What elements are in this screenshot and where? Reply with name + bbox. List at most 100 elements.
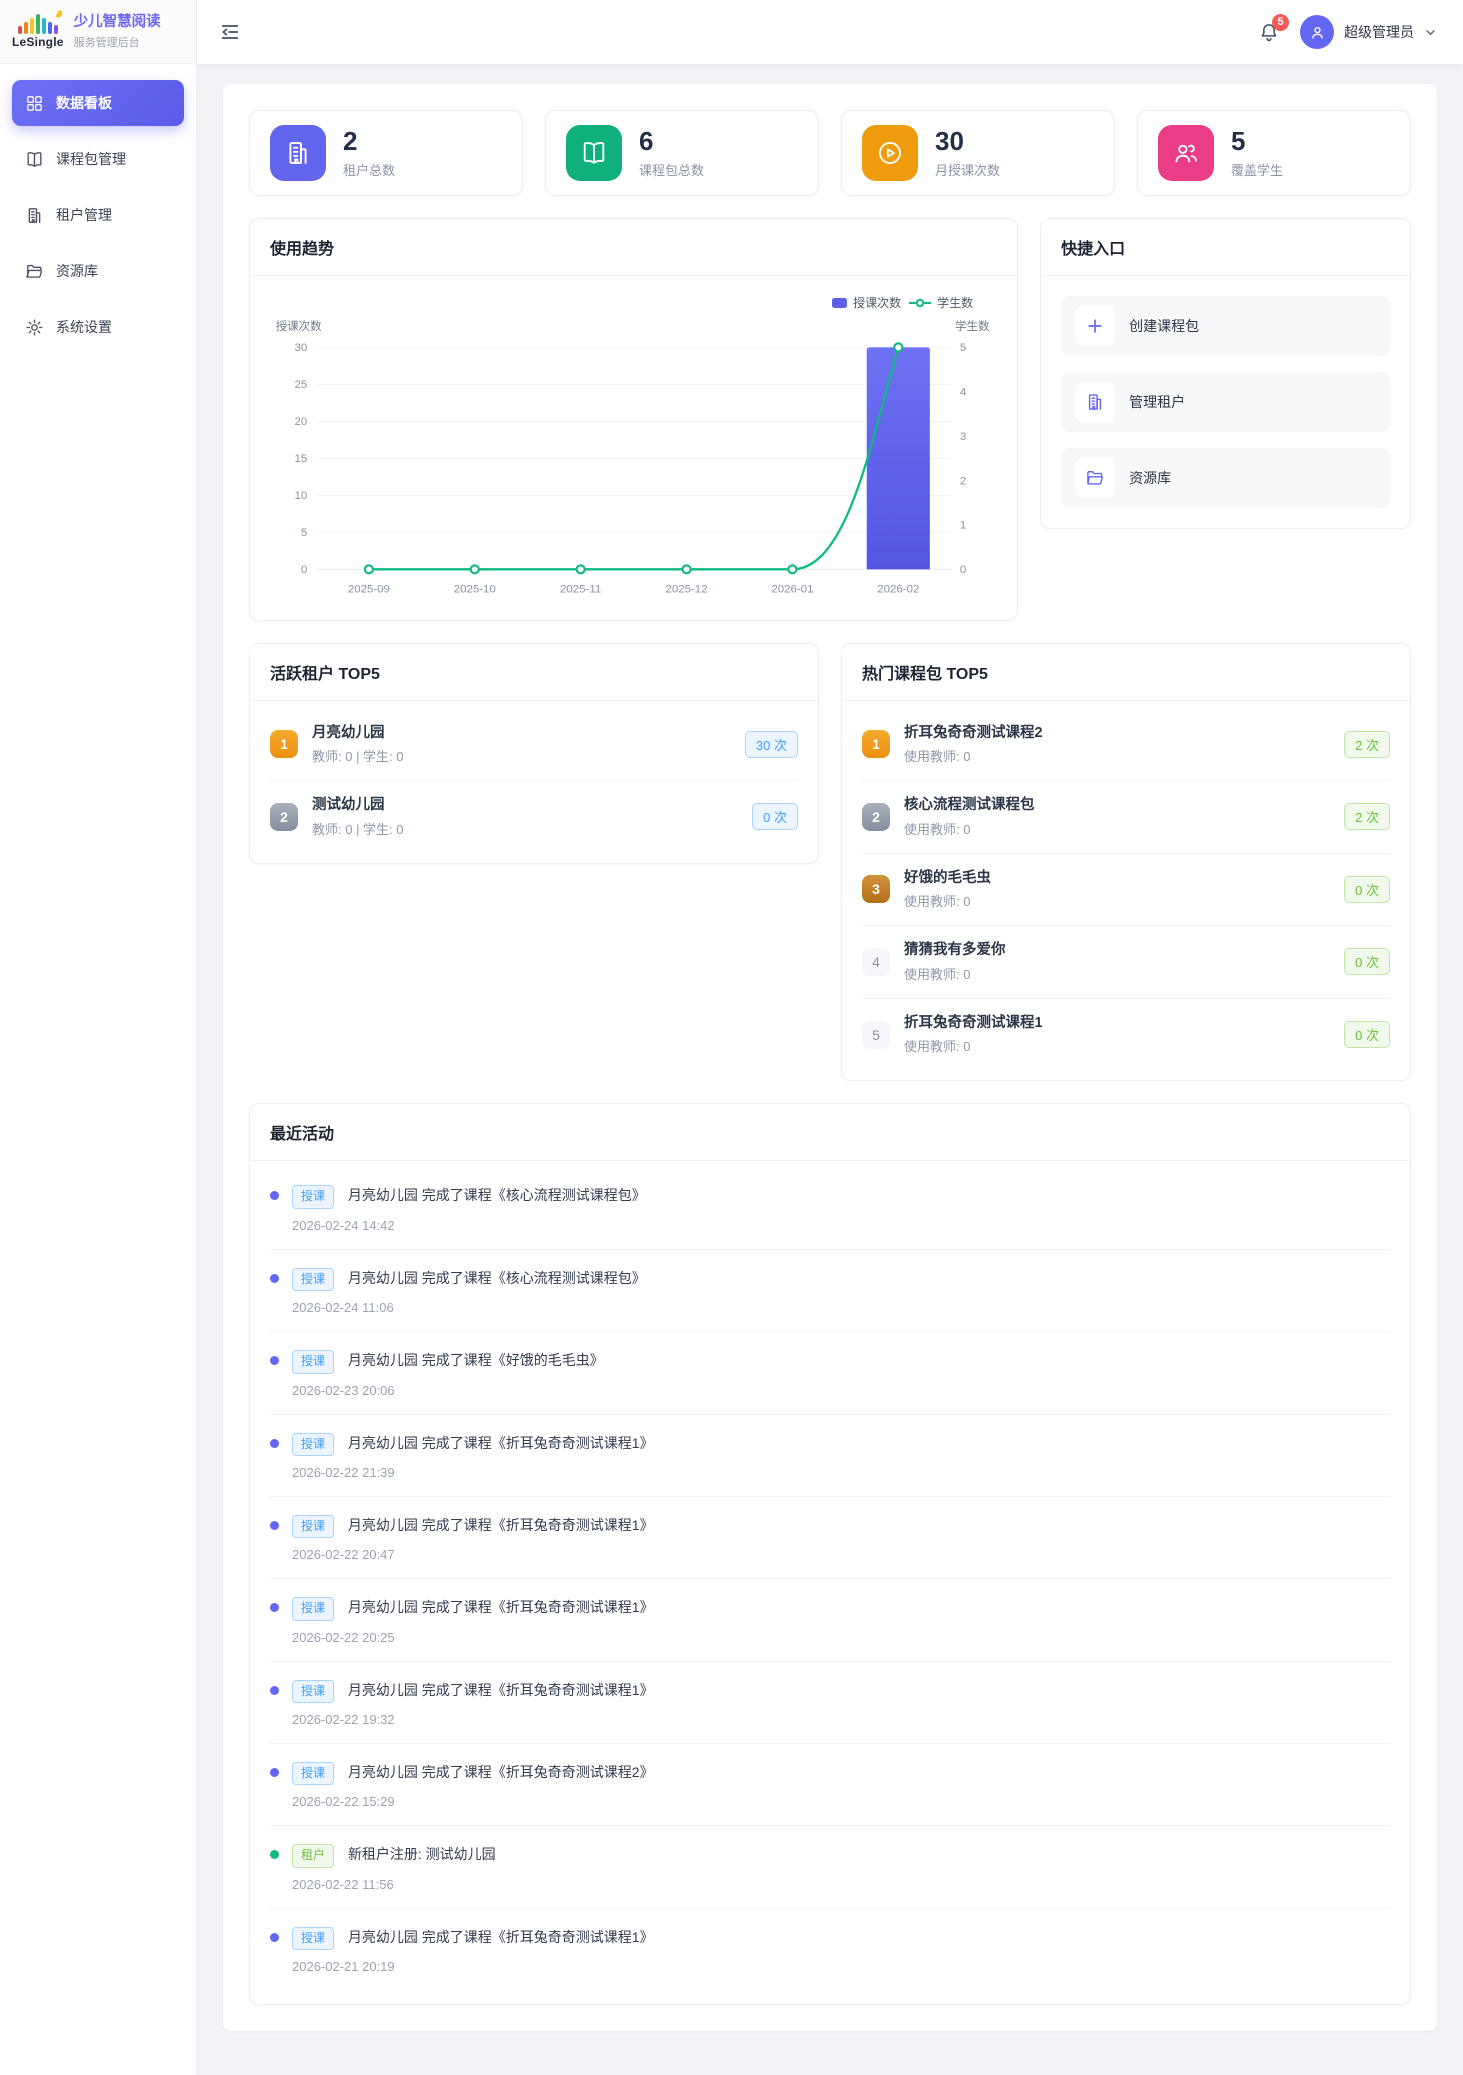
stat-value: 6 bbox=[639, 126, 654, 157]
activity-type-badge: 授课 bbox=[292, 1514, 335, 1539]
activity-text: 月亮幼儿园 完成了课程《折耳兔奇奇测试课程1》 bbox=[347, 1434, 654, 1451]
usage-count-badge: 30 次 bbox=[744, 730, 798, 758]
activity-dot-icon bbox=[270, 1191, 279, 1201]
package-row: 4 猜猜我有多爱你 使用教师: 0 0 次 bbox=[862, 926, 1390, 999]
activity-time: 2026-02-24 14:42 bbox=[292, 1217, 395, 1233]
svg-text:4: 4 bbox=[960, 387, 967, 399]
activity-type-badge: 授课 bbox=[292, 1926, 335, 1951]
svg-text:0: 0 bbox=[301, 564, 307, 576]
stat-label: 租户总数 bbox=[343, 162, 396, 178]
sidebar-item-tenants[interactable]: 租户管理 bbox=[12, 192, 184, 238]
stat-label: 课程包总数 bbox=[639, 162, 705, 178]
hot-packages-list: 1 折耳兔奇奇测试课程2 使用教师: 0 2 次 2 bbox=[842, 701, 1410, 1081]
stat-value: 2 bbox=[343, 126, 358, 157]
svg-text:2025-10: 2025-10 bbox=[454, 583, 496, 595]
quick-manage-tenants[interactable]: 管理租户 bbox=[1061, 372, 1390, 432]
card-title: 最近活动 bbox=[250, 1104, 1410, 1162]
svg-text:2026-02: 2026-02 bbox=[877, 583, 919, 595]
sidebar-item-label: 资源库 bbox=[56, 263, 98, 279]
svg-text:10: 10 bbox=[295, 490, 308, 502]
svg-text:学生数: 学生数 bbox=[955, 319, 990, 333]
activity-dot-icon bbox=[270, 1273, 279, 1283]
activity-item: 授课 月亮幼儿园 完成了课程《折耳兔奇奇测试课程1》 2026-02-22 20… bbox=[270, 1497, 1390, 1580]
package-name: 猜猜我有多爱你 bbox=[904, 942, 1006, 959]
tenant-name: 测试幼儿园 bbox=[312, 797, 385, 814]
play-icon bbox=[862, 125, 918, 181]
stat-card-monthly-lessons: 30 月授课次数 bbox=[841, 110, 1115, 196]
card-title: 快捷入口 bbox=[1041, 219, 1410, 276]
quick-create-package[interactable]: 创建课程包 bbox=[1061, 296, 1390, 356]
stat-card-course-packages: 6 课程包总数 bbox=[545, 110, 819, 196]
collapse-sidebar-icon[interactable] bbox=[219, 21, 241, 43]
activity-dot-icon bbox=[270, 1438, 279, 1448]
tenant-row: 1 月亮幼儿园 教师: 0 | 学生: 0 30 次 bbox=[270, 709, 798, 782]
legend-item-lessons[interactable]: 授课次数 bbox=[832, 294, 901, 311]
activity-dot-icon bbox=[270, 1768, 279, 1778]
tenant-name: 月亮幼儿园 bbox=[312, 724, 385, 741]
app-title: 少儿智慧阅读 bbox=[73, 14, 161, 31]
activity-text: 月亮幼儿园 完成了课程《折耳兔奇奇测试课程1》 bbox=[347, 1928, 654, 1945]
brand: LeSingle 少儿智慧阅读 服务管理后台 bbox=[0, 0, 196, 64]
app-subtitle: 服务管理后台 bbox=[73, 36, 140, 49]
activity-text: 新租户注册: 测试幼儿园 bbox=[347, 1846, 496, 1863]
top-header: 5 超级管理员 bbox=[197, 0, 1463, 64]
sidebar-item-settings[interactable]: 系统设置 bbox=[12, 304, 184, 350]
folder-icon bbox=[25, 262, 44, 281]
tenant-stats: 教师: 0 | 学生: 0 bbox=[312, 821, 404, 837]
book-icon bbox=[25, 150, 44, 169]
activity-text: 月亮幼儿园 完成了课程《核心流程测试课程包》 bbox=[347, 1187, 646, 1204]
activity-dot-icon bbox=[270, 1932, 279, 1942]
package-name: 折耳兔奇奇测试课程1 bbox=[904, 1014, 1043, 1031]
svg-text:20: 20 bbox=[295, 416, 308, 428]
user-menu[interactable]: 超级管理员 bbox=[1300, 15, 1437, 49]
svg-text:5: 5 bbox=[960, 342, 966, 354]
sidebar-item-course-packages[interactable]: 课程包管理 bbox=[12, 136, 184, 182]
package-stats: 使用教师: 0 bbox=[904, 1039, 971, 1055]
plus-icon bbox=[1075, 306, 1116, 346]
sidebar-item-label: 数据看板 bbox=[56, 95, 112, 111]
stat-value: 30 bbox=[935, 126, 964, 157]
sidebar-item-resources[interactable]: 资源库 bbox=[12, 248, 184, 294]
activity-time: 2026-02-24 11:06 bbox=[292, 1300, 394, 1316]
usage-count-badge: 2 次 bbox=[1344, 803, 1390, 831]
notifications-button[interactable]: 5 bbox=[1258, 14, 1289, 43]
activity-item: 授课 月亮幼儿园 完成了课程《好饿的毛毛虫》 2026-02-23 20:06 bbox=[270, 1332, 1390, 1415]
svg-text:3: 3 bbox=[960, 431, 966, 443]
svg-text:2025-12: 2025-12 bbox=[665, 583, 707, 595]
quick-resources[interactable]: 资源库 bbox=[1061, 448, 1390, 508]
avatar bbox=[1300, 15, 1334, 49]
legend-item-students[interactable]: 学生数 bbox=[909, 294, 973, 311]
sidebar-item-dashboard[interactable]: 数据看板 bbox=[12, 80, 184, 126]
svg-text:授课次数: 授课次数 bbox=[276, 319, 322, 333]
package-name: 好饿的毛毛虫 bbox=[904, 869, 991, 886]
bar-swatch-icon bbox=[832, 297, 848, 308]
activity-item: 租户 新租户注册: 测试幼儿园 2026-02-22 11:56 bbox=[270, 1826, 1390, 1909]
package-row: 1 折耳兔奇奇测试课程2 使用教师: 0 2 次 bbox=[862, 709, 1390, 782]
rank-badge: 1 bbox=[270, 730, 298, 759]
activity-type-badge: 授课 bbox=[292, 1350, 335, 1374]
chart-legend: 授课次数 学生数 bbox=[270, 294, 997, 311]
tenant-stats: 教师: 0 | 学生: 0 bbox=[312, 749, 404, 765]
stat-card-students: 5 覆盖学生 bbox=[1137, 110, 1411, 196]
usage-count-badge: 2 次 bbox=[1344, 730, 1390, 758]
recent-activities-card: 最近活动 授课 月亮幼儿园 完成了课程《核心流程测试课程包》 bbox=[249, 1103, 1411, 2006]
package-name: 核心流程测试课程包 bbox=[904, 797, 1035, 814]
activity-item: 授课 月亮幼儿园 完成了课程《核心流程测试课程包》 2026-02-24 14:… bbox=[270, 1167, 1390, 1250]
building-icon bbox=[270, 125, 326, 181]
activity-type-badge: 租户 bbox=[292, 1844, 335, 1868]
quick-entry-card: 快捷入口 创建课程包 bbox=[1040, 218, 1411, 529]
activity-type-badge: 授课 bbox=[292, 1185, 335, 1209]
activity-dot-icon bbox=[270, 1520, 279, 1530]
package-stats: 使用教师: 0 bbox=[904, 749, 971, 765]
activity-time: 2026-02-22 11:56 bbox=[292, 1876, 394, 1892]
activity-item: 授课 月亮幼儿园 完成了课程《核心流程测试课程包》 2026-02-24 11:… bbox=[270, 1250, 1390, 1333]
activity-text: 月亮幼儿园 完成了课程《折耳兔奇奇测试课程1》 bbox=[347, 1599, 654, 1616]
activity-item: 授课 月亮幼儿园 完成了课程《折耳兔奇奇测试课程1》 2026-02-21 20… bbox=[270, 1909, 1390, 1990]
svg-text:0: 0 bbox=[960, 564, 966, 576]
rank-badge: 3 bbox=[862, 875, 890, 904]
activity-dot-icon bbox=[270, 1685, 279, 1695]
card-title: 使用趋势 bbox=[250, 219, 1018, 276]
svg-text:2026-01: 2026-01 bbox=[771, 583, 813, 595]
usage-count-badge: 0 次 bbox=[752, 803, 798, 831]
